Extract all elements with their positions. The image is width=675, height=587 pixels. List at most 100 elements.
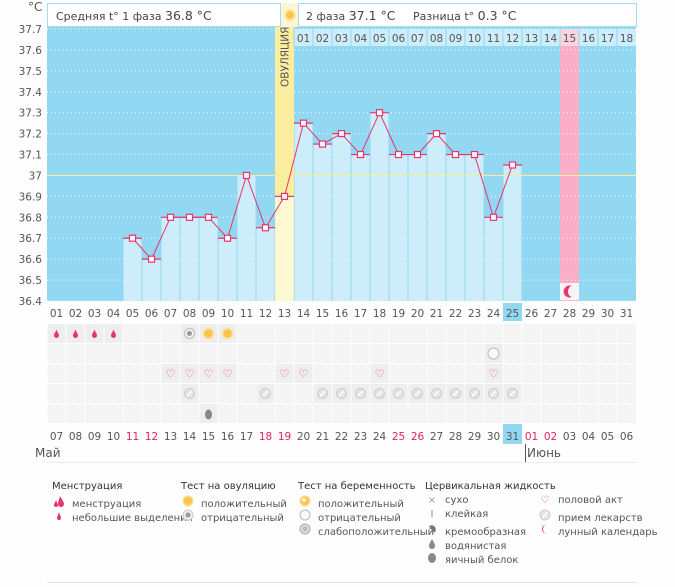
calendar-date-label: 09	[88, 431, 101, 443]
event-cell	[66, 344, 85, 363]
calendar-date-label: 11	[126, 431, 139, 443]
event-cell	[256, 324, 275, 343]
cycle-day-label: 13	[278, 308, 291, 320]
temperature-bar	[180, 217, 199, 301]
event-cell	[85, 344, 104, 363]
temperature-point	[185, 213, 194, 221]
calendar-date-label: 21	[316, 431, 329, 443]
event-cell	[142, 344, 161, 363]
ovulation-positive-icon	[202, 327, 215, 340]
post-ovulation-day-label: 05	[373, 33, 386, 45]
y-tick-label: 37.7	[19, 24, 42, 36]
event-cell	[579, 364, 598, 383]
cycle-day-label: 29	[582, 308, 595, 320]
calendar-date-label: 17	[240, 431, 253, 443]
event-cell	[180, 344, 199, 363]
post-ovulation-day-label: 10	[468, 33, 481, 45]
post-ovulation-day-label: 03	[335, 33, 348, 45]
temperature-bar	[256, 227, 275, 301]
event-cell	[142, 404, 161, 423]
temperature-point	[413, 150, 422, 159]
calendar-date-label: 04	[582, 431, 596, 443]
event-cell	[123, 384, 142, 403]
today-cycle-day-highlight	[503, 303, 522, 321]
temperature-point	[299, 119, 308, 127]
event-cell	[427, 404, 446, 423]
event-cell	[560, 344, 579, 363]
event-cell	[579, 324, 598, 343]
calendar-date-label: 07	[50, 431, 63, 443]
event-cell	[275, 344, 294, 363]
cycle-day-label: 03	[88, 308, 101, 320]
pill-icon-score	[433, 390, 440, 397]
event-cell	[104, 384, 123, 403]
event-cell	[389, 404, 408, 423]
pill-icon-score	[186, 390, 193, 397]
phase-summary-header: Средняя t° 1 фаза 36.8 °C 2 фаза 37.1 °C…	[47, 3, 637, 27]
event-cell	[275, 324, 294, 343]
temperature-bar	[408, 154, 427, 301]
calendar-date-label: 20	[297, 431, 310, 443]
temperature-bar	[123, 238, 142, 301]
legend-item-ovulation-positive: положительный	[181, 495, 287, 510]
heart-icon: ♡	[540, 495, 550, 506]
pill-icon-score	[490, 390, 497, 397]
cycle-day-label: 23	[468, 308, 481, 320]
pill-icon-score	[262, 390, 269, 397]
legend-item-watery: водянистая	[425, 537, 506, 552]
temperature-point	[394, 150, 403, 159]
event-cell	[598, 344, 617, 363]
legend-item-intercourse: ♡ половой акт	[538, 495, 623, 506]
event-cell	[370, 344, 389, 363]
bbt-chart: 37.7 37.6 37.5 37.4 37.3 37.2 37.1 37 36.9 36.8 36…	[19, 24, 636, 444]
event-cell	[541, 364, 560, 383]
pill-icon-score	[376, 390, 383, 397]
legend-title-menstruation: Менструация	[52, 481, 123, 492]
y-axis-unit: °C	[28, 0, 43, 14]
calendar-date-label: 23	[354, 431, 367, 443]
event-cell	[389, 364, 408, 383]
post-ovulation-day-label: 13	[525, 33, 538, 45]
event-cell	[408, 324, 427, 343]
cycle-day-label: 16	[335, 308, 349, 320]
temperature-bar	[294, 123, 313, 302]
phase2-label: 2 фаза	[306, 10, 346, 23]
cycle-day-label: 14	[297, 308, 311, 320]
event-cell	[598, 384, 617, 403]
heart-icon: ♡	[489, 368, 499, 381]
event-cell	[351, 404, 370, 423]
event-cell	[123, 324, 142, 343]
event-cell	[351, 344, 370, 363]
event-cell-filled	[218, 364, 237, 383]
y-tick-label: 37.5	[19, 66, 42, 78]
temperature-bar	[370, 112, 389, 301]
event-cell	[161, 344, 180, 363]
post-ovulation-day-label: 15	[563, 33, 576, 45]
temperature-bar	[427, 133, 446, 301]
event-cell	[617, 324, 636, 343]
calendar-date-label: 05	[601, 431, 614, 443]
temperature-point	[375, 109, 384, 117]
event-cell	[294, 344, 313, 363]
temperature-point	[166, 213, 175, 221]
calendar-date-label: 12	[145, 431, 158, 443]
cycle-day-label: 02	[69, 308, 82, 320]
ovulation-positive-icon	[181, 495, 195, 510]
legend-item-ovulation-negative: отрицательный	[181, 509, 284, 524]
cycle-day-label: 30	[601, 308, 614, 320]
event-cell	[332, 404, 351, 423]
calendar-date-label: 29	[468, 431, 481, 443]
event-cell	[541, 384, 560, 403]
cycle-day-label: 26	[525, 308, 539, 320]
event-cell	[294, 384, 313, 403]
ovulation-sun-cell	[280, 3, 299, 27]
cycle-day-label: 20	[411, 308, 424, 320]
pill-icon-score	[357, 390, 364, 397]
spotting-icon	[73, 329, 78, 338]
temperature-bar	[332, 133, 351, 301]
event-cell	[503, 324, 522, 343]
heart-icon: ♡	[204, 368, 214, 381]
event-cell	[237, 364, 256, 383]
temperature-bar	[142, 259, 161, 301]
